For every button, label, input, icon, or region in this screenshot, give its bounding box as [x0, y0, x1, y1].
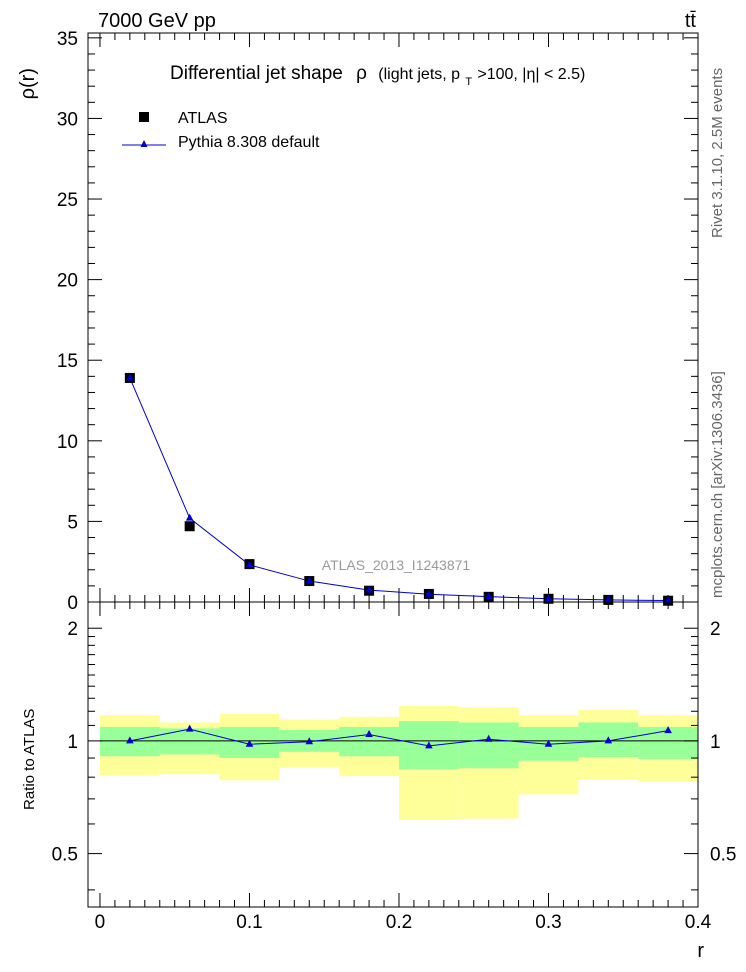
pythia-point: [126, 373, 134, 381]
pythia-point: [664, 596, 672, 604]
pythia-point: [185, 513, 194, 521]
x-tick-label: 0.4: [685, 912, 712, 933]
main-y-tick-label: 10: [57, 432, 78, 453]
ratio-frame: [87, 601, 699, 908]
main-series: [124, 372, 674, 606]
process-label: tt̄: [685, 10, 697, 32]
x-tick-label: 0: [95, 912, 106, 933]
main-ylabel: ρ(r): [17, 68, 39, 99]
ratio-pythia-point: [245, 739, 254, 747]
ratio-pythia-point: [425, 741, 433, 749]
main-ticks: 0 5 10 15 20 25 30 35: [57, 29, 699, 614]
legend-atlas-label: ATLAS: [178, 110, 228, 127]
main-y-tick-label: 5: [67, 512, 78, 533]
main-y-tick-label: 35: [57, 29, 78, 50]
main-title-sub: T: [465, 76, 472, 88]
pythia-point: [484, 592, 493, 600]
watermark: ATLAS_2013_I1243871: [322, 557, 471, 573]
main-title-main: Differential jet shape: [170, 63, 343, 84]
ratio-y-tick-label-left: 0.5: [52, 845, 78, 866]
legend-atlas-marker: [139, 112, 149, 122]
ratio-y-tick-label-left: 1: [67, 732, 78, 753]
pythia-point: [604, 595, 613, 603]
main-title-symbol: ρ: [356, 63, 367, 84]
pythia-point: [425, 589, 433, 597]
pythia-point: [305, 576, 314, 584]
main-title-tail: >100, |η| < 2.5): [477, 66, 585, 83]
x-axis-label: r: [697, 940, 704, 962]
ratio-pythia-line: [129, 728, 669, 747]
ratio-pythia-point: [484, 734, 493, 742]
main-panel: 0 5 10 15 20 25 30 35 Differential jet shape ρ …: [17, 29, 699, 614]
ratio-ylabel: Ratio to ATLAS: [21, 709, 38, 810]
x-tick-label: 0.3: [535, 912, 561, 933]
ratio-y-tick-label-left: 2: [67, 619, 78, 640]
legend-pythia-label: Pythia 8.308 default: [178, 134, 320, 151]
ratio-pythia-point: [604, 736, 613, 744]
energy-label: 7000 GeV pp: [98, 10, 216, 32]
ratio-y-tick-label-right: 0.5: [710, 845, 736, 866]
pythia-point: [365, 585, 373, 593]
ratio-pythia-point: [126, 736, 134, 744]
legend: ATLAS Pythia 8.308 default: [122, 110, 320, 151]
stat-uncertainty-band: [458, 722, 519, 769]
source-info: mcplots.cern.ch [arXiv:1306.3436]: [709, 371, 726, 598]
main-title-detail: (light jets, p: [378, 66, 460, 83]
ratio-panel: 0.5 0.5 1 1 2 2 0 0.1 0.2 0.3 0.4 Ratio to ATLAS r: [21, 601, 736, 962]
ratio-pythia-point: [544, 739, 553, 747]
main-y-tick-label: 30: [57, 109, 78, 130]
ratio-y-tick-label-right: 1: [710, 732, 721, 753]
stat-uncertainty-band: [159, 728, 220, 755]
rivet-info: Rivet 3.1.10, 2.5M events: [709, 68, 726, 238]
ratio-ticks: 0.5 0.5 1 1 2 2 0 0.1 0.2 0.3 0.4: [52, 602, 736, 933]
main-y-tick-label: 0: [67, 593, 78, 614]
main-y-tick-label: 15: [57, 351, 78, 372]
ratio-y-tick-label-right: 2: [710, 619, 721, 640]
ratio-series: [126, 724, 672, 749]
ratio-pythia-point: [305, 737, 314, 745]
main-y-tick-label: 20: [57, 271, 78, 292]
x-tick-label: 0.1: [236, 912, 262, 933]
x-tick-label: 0.2: [386, 912, 412, 933]
pythia-line: [129, 377, 669, 602]
legend-pythia-marker: [140, 140, 148, 147]
ratio-pythia-point: [664, 726, 672, 734]
pythia-point: [245, 560, 254, 568]
ratio-pythia-point: [365, 730, 373, 738]
pythia-point: [544, 594, 553, 602]
atlas-point: [184, 521, 195, 532]
main-y-tick-label: 25: [57, 190, 78, 211]
main-title: Differential jet shape ρ (light jets, p …: [170, 63, 585, 90]
ratio-bands: [99, 705, 698, 820]
ratio-pythia-point: [185, 724, 194, 732]
